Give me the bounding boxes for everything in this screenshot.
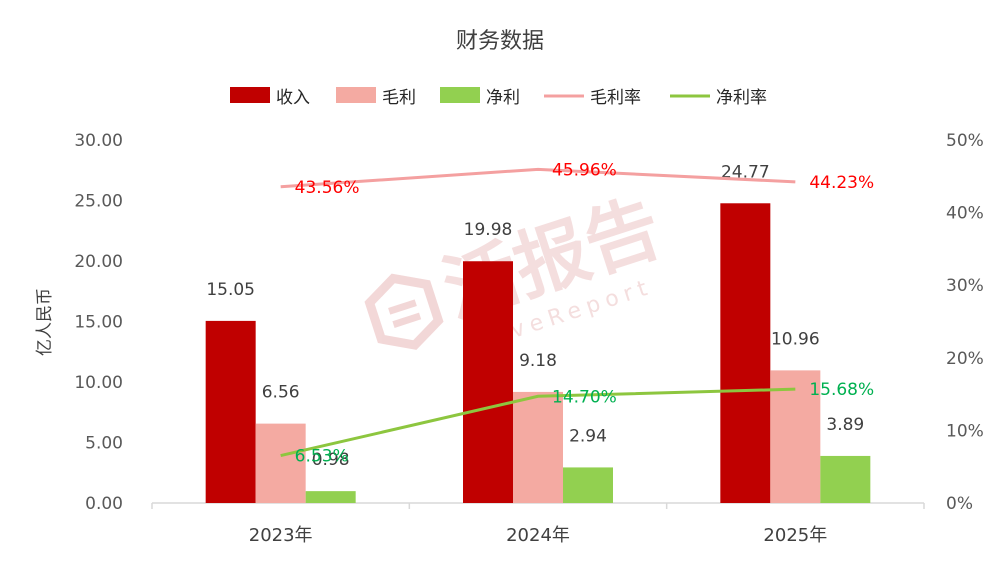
legend-label: 净利率 <box>716 88 767 108</box>
line-data-label: 14.70% <box>552 387 617 407</box>
bar <box>720 203 771 503</box>
line-series <box>280 167 796 189</box>
y2-tick-label: 10% <box>946 421 984 441</box>
bar-data-label: 19.98 <box>464 220 513 240</box>
bar <box>770 370 821 503</box>
y-tick-label: 30.00 <box>74 131 123 151</box>
y2-axis-ticks: 0% 10% 20% 30% 40% 50% <box>946 131 984 514</box>
y2-tick-label: 20% <box>946 349 984 369</box>
bar <box>255 423 306 503</box>
legend-label: 收入 <box>276 88 310 108</box>
chart-title: 财务数据 <box>456 29 544 54</box>
bar-data-label: 0.98 <box>312 450 350 470</box>
lines <box>280 167 796 458</box>
bar-data-label: 6.56 <box>262 383 300 403</box>
watermark-logo-icon <box>364 273 444 350</box>
y-tick-label: 10.00 <box>74 373 123 393</box>
bar <box>513 391 563 503</box>
line-data-label: 43.56% <box>295 178 360 198</box>
bar <box>205 320 256 503</box>
y-tick-label: 25.00 <box>74 192 123 212</box>
bar-data-label: 15.05 <box>206 280 255 300</box>
bar-data-label: 9.18 <box>519 351 557 371</box>
line-data-label: 6.53% <box>295 447 349 467</box>
legend-swatch <box>230 87 270 103</box>
y2-tick-label: 40% <box>946 204 984 224</box>
x-axis: 2023年 2024年 2025年 <box>151 502 925 546</box>
bars <box>205 203 871 503</box>
y2-tick-label: 50% <box>946 131 984 151</box>
bar <box>563 467 613 503</box>
legend-label: 毛利率 <box>590 88 641 108</box>
bar-data-label: 24.77 <box>721 162 770 182</box>
legend-swatch <box>336 87 376 103</box>
x-tick-label: 2023年 <box>249 525 313 546</box>
legend-label: 净利 <box>486 88 520 108</box>
bar-data-label: 2.94 <box>569 426 607 446</box>
bar-data-label: 10.96 <box>771 329 820 349</box>
y2-tick-label: 0% <box>946 494 973 514</box>
y-tick-label: 20.00 <box>74 252 123 272</box>
y-tick-label: 0.00 <box>85 494 123 514</box>
bar-labels: 15.05 19.98 24.77 6.56 9.18 10.96 0.98 2.94 3.89 <box>206 162 864 470</box>
legend: 收入 毛利 净利 毛利率 净利率 <box>230 87 767 108</box>
line-data-label: 44.23% <box>809 173 874 193</box>
line-data-label: 15.68% <box>809 380 874 400</box>
y2-tick-label: 30% <box>946 276 984 296</box>
y-tick-label: 5.00 <box>85 434 123 454</box>
x-tick-label: 2025年 <box>763 525 827 546</box>
bar-data-label: 3.89 <box>826 415 864 435</box>
line-data-label: 45.96% <box>552 160 617 180</box>
line-labels: 43.56% 45.96% 44.23% 6.53% 14.70% 15.68% <box>295 160 874 466</box>
legend-label: 毛利 <box>382 88 416 108</box>
x-tick-label: 2024年 <box>506 525 570 546</box>
bar <box>305 491 356 503</box>
legend-swatch <box>440 87 480 103</box>
y-axis-label: 亿人民币 <box>35 288 55 356</box>
y-axis-ticks: 0.00 5.00 10.00 15.00 20.00 25.00 30.00 <box>74 131 123 514</box>
y-tick-label: 15.00 <box>74 313 123 333</box>
bar <box>820 455 871 503</box>
bar <box>463 261 513 503</box>
line-series <box>280 387 796 458</box>
